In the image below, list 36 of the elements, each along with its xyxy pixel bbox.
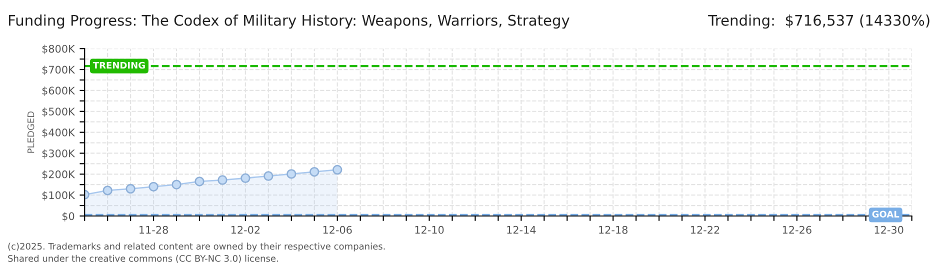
point	[194, 176, 204, 186]
y-tick-label: $400K	[42, 128, 76, 138]
y-tick-label: $0	[62, 212, 74, 222]
y-tick-label: $200K	[42, 170, 76, 180]
x-tick-label: 12-10	[415, 226, 444, 234]
y-tick-label: $600K	[42, 86, 76, 96]
chart-title: Funding Progress: The Codex of Military History: Weapons, Warriors, Strategy	[8, 14, 570, 29]
point	[218, 175, 228, 185]
x-tick-label: 12-18	[599, 226, 628, 234]
x-tick-label: 12-30	[874, 226, 904, 234]
x-tick-label: 12-14	[507, 226, 536, 234]
ref-line-label: TRENDING	[92, 62, 145, 69]
point	[240, 173, 250, 183]
y-tick-label: $100K	[42, 191, 76, 201]
point	[264, 171, 274, 181]
y-axis-title: PLEDGED	[27, 111, 34, 153]
x-tick-label: 12-22	[691, 226, 720, 234]
point	[310, 166, 320, 177]
x-tick-label: 12-02	[231, 226, 260, 234]
text: Shared under the creative commons (CC BY-NC 3.0) license.	[8, 254, 278, 263]
y-tick-label: $700K	[42, 66, 76, 76]
x-tick-label: 12-06	[323, 226, 352, 234]
x-tick-label: 12-26	[782, 226, 812, 234]
ref-line-label: GOAL	[872, 210, 900, 218]
y-tick-label: $500K	[42, 107, 76, 117]
point	[286, 169, 296, 179]
chart-subtitle: Trending: $716,537 (14330%)	[708, 14, 930, 29]
y-tick-label: $300K	[42, 149, 76, 159]
point	[172, 180, 182, 190]
point	[102, 186, 112, 196]
point	[148, 182, 158, 192]
x-tick-label: 11-28	[140, 226, 168, 234]
text: (c)2025. Trademarks and related content are owned by their respective companies.	[8, 242, 385, 252]
y-tick-label: $800K	[42, 44, 76, 54]
point	[126, 184, 136, 194]
point	[332, 164, 342, 175]
